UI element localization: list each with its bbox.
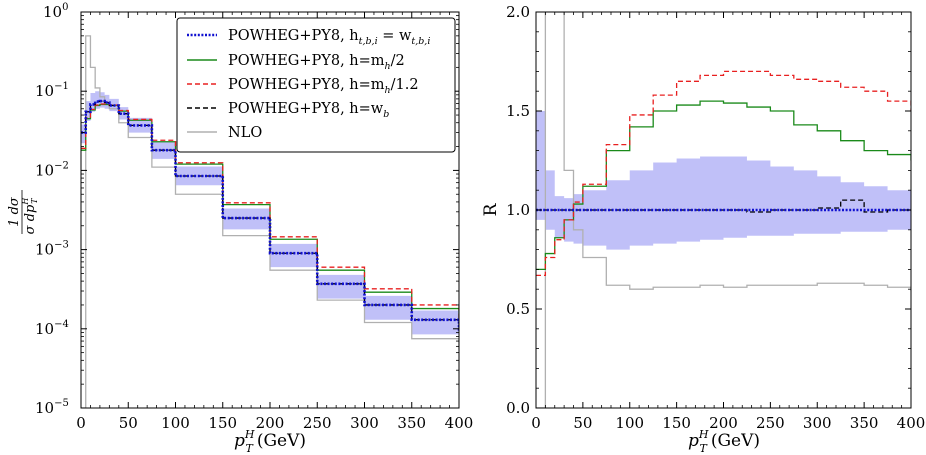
legend: POWHEG+PY8, ht,b,i = wt,b,i POWHEG+PY8, … <box>176 17 456 153</box>
right-series-3-line <box>536 70 911 276</box>
right-x-tick-label: 0 <box>531 414 541 432</box>
right-chart-panel: 0 50 100 150 200 250 300 350 400 0.0 0.5 1.0 1.5 2.0… <box>481 3 925 455</box>
left-chart-panel: 0 50 100 150 200 250 300 350 400 10−5 10−4 10−3 10−… <box>7 2 473 455</box>
legend-frame <box>176 17 456 153</box>
right-y-axis-label: R <box>481 202 501 216</box>
legend-entry-5: NLO <box>187 125 262 141</box>
left-y-tick-label: 10−4 <box>35 319 69 338</box>
right-y-ticks: 0.0 0.5 1.0 1.5 2.0 <box>506 3 911 417</box>
left-x-tick-label: 250 <box>303 414 332 432</box>
right-y-tick-label: 1.0 <box>506 201 530 219</box>
left-y-tick-label: 100 <box>43 2 68 21</box>
right-x-tick-label: 100 <box>615 414 644 432</box>
left-y-tick-label: 10−3 <box>35 240 69 259</box>
left-y-tick-label: 10−5 <box>35 398 69 417</box>
right-x-tick-label: 50 <box>573 414 592 432</box>
right-series-group <box>536 12 911 408</box>
right-series-4-line <box>536 199 911 213</box>
left-y-axis-label: 1 dσ σ dpHT <box>7 190 39 234</box>
legend-label-4: POWHEG+PY8, h=wb <box>228 101 389 120</box>
right-band-area <box>536 111 911 250</box>
left-series-1-line <box>81 99 459 331</box>
legend-entry-3: POWHEG+PY8, h=mh/1.2 <box>187 77 419 96</box>
right-x-axis-label: pH T (GeV) <box>688 428 760 455</box>
left-y-tick-label: 10−2 <box>35 160 69 179</box>
left-series-2-line <box>81 103 459 323</box>
left-x-tick-label: 100 <box>161 414 190 432</box>
right-y-tick-label: 2.0 <box>506 3 530 21</box>
left-x-tick-label: 200 <box>256 414 285 432</box>
left-x-axis-label: pH T (GeV) <box>234 428 306 455</box>
left-x-ticks: 0 50 100 150 200 250 300 350 400 <box>76 12 473 432</box>
right-x-tick-label: 150 <box>662 414 691 432</box>
right-x-tick-label: 400 <box>897 414 926 432</box>
right-x-tick-label: 300 <box>803 414 832 432</box>
left-x-tick-label: 400 <box>445 414 474 432</box>
left-x-tick-label: 50 <box>119 414 138 432</box>
left-x-tick-label: 150 <box>208 414 237 432</box>
right-x-tick-label: 250 <box>756 414 785 432</box>
right-x-tick-label: 350 <box>850 414 879 432</box>
right-x-tick-label: 200 <box>709 414 738 432</box>
legend-label-5: NLO <box>228 125 262 141</box>
left-x-tick-label: 350 <box>397 414 426 432</box>
left-x-tick-label: 300 <box>350 414 379 432</box>
left-series-group <box>81 35 459 408</box>
left-series-5-line <box>81 35 459 408</box>
right-x-ticks: 0 50 100 150 200 250 300 350 400 <box>531 12 925 432</box>
legend-label-1: POWHEG+PY8, ht,b,i = wt,b,i <box>228 28 430 47</box>
right-y-tick-label: 0.5 <box>506 300 530 318</box>
right-series-2-line <box>536 100 911 271</box>
right-y-tick-label: 0.0 <box>506 399 530 417</box>
legend-label-2: POWHEG+PY8, h=mh/2 <box>228 53 405 72</box>
legend-entry-1: POWHEG+PY8, ht,b,i = wt,b,i <box>187 28 430 47</box>
legend-entry-4: POWHEG+PY8, h=wb <box>187 101 389 120</box>
legend-label-3: POWHEG+PY8, h=mh/1.2 <box>228 77 419 96</box>
right-series-5-line <box>536 12 911 408</box>
left-y-tick-label: 10−1 <box>35 81 69 100</box>
svg-text:1 dσ: 1 dσ <box>7 196 22 227</box>
right-y-tick-label: 1.5 <box>506 102 530 120</box>
legend-entry-2: POWHEG+PY8, h=mh/2 <box>187 53 405 72</box>
svg-text:σ dpHT: σ dpHT <box>21 197 39 235</box>
left-series-3-line <box>81 103 459 319</box>
left-x-tick-label: 0 <box>76 414 86 432</box>
right-uncertainty-band <box>536 111 911 250</box>
